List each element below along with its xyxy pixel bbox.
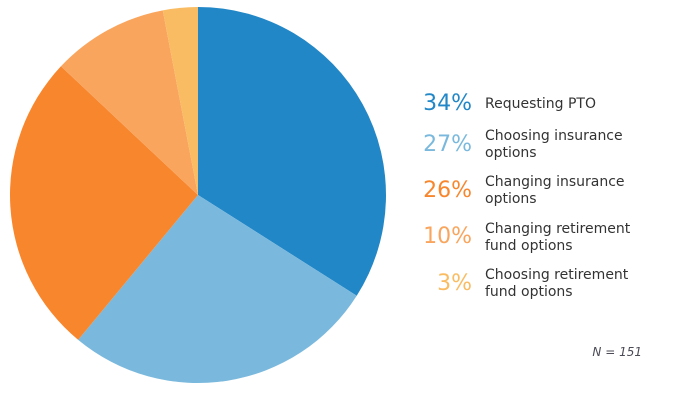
legend-value: 10%: [423, 224, 472, 250]
legend-label: Changing insurance options: [485, 174, 625, 208]
legend-item: 26% Changing insurance options: [418, 174, 670, 208]
legend-label: Requesting PTO: [485, 95, 596, 112]
legend-value: 26%: [423, 178, 472, 204]
legend: 34% Requesting PTO 27% Choosing insuranc…: [418, 91, 670, 360]
sample-size-note: N = 151: [592, 344, 642, 359]
pie-slice-choosing-insurance-options: [78, 195, 357, 384]
legend-label: Choosing retirement fund options: [485, 266, 629, 300]
pie-chart: [9, 7, 386, 384]
legend-item: 34% Requesting PTO: [418, 91, 670, 116]
pie-chart-container: [9, 7, 386, 384]
legend-value: 34%: [423, 91, 472, 116]
note-row: N = 151: [418, 341, 670, 360]
pie-slice-requesting-pto: [198, 7, 386, 296]
pie-slice-changing-retirement-fund-options: [60, 10, 199, 195]
legend-label: Changing retirement fund options: [485, 220, 631, 254]
legend-item: 10% Changing retirement fund options: [418, 221, 670, 255]
legend-label: Choosing insurance options: [485, 128, 623, 162]
legend-item: 27% Choosing insurance options: [418, 128, 670, 162]
legend-item: 3% Choosing retirement fund options: [418, 267, 670, 301]
legend-value: 27%: [423, 132, 472, 158]
pie-slice-choosing-retirement-fund-options: [162, 7, 198, 195]
pie-slice-changing-insurance-options: [9, 66, 199, 340]
legend-value: 3%: [437, 270, 472, 296]
